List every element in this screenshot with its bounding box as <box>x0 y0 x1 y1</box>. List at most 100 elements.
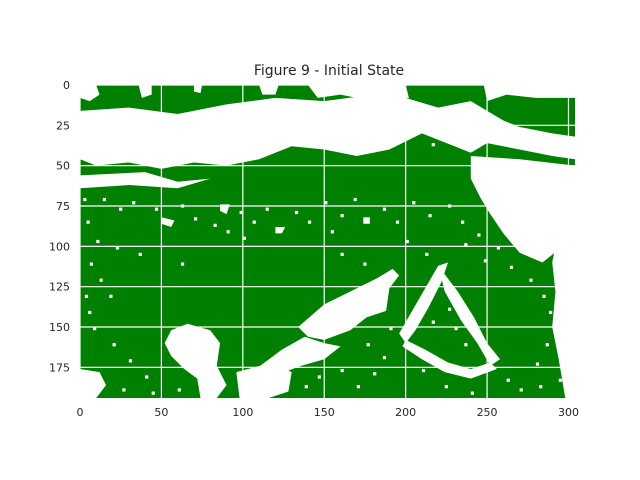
empty-cell-33 <box>154 207 159 211</box>
empty-cell-97 <box>138 252 142 256</box>
empty-cell-21 <box>431 143 435 147</box>
empty-cell-40 <box>307 220 312 224</box>
empty-cell-84 <box>539 385 543 389</box>
x-tick-label: 250 <box>477 406 498 419</box>
empty-cell-86 <box>213 223 217 227</box>
empty-cell-46 <box>412 201 416 205</box>
empty-cell-15 <box>334 133 338 137</box>
empty-region-diagonal-feature-lower <box>255 336 341 376</box>
empty-cell-78 <box>447 307 452 311</box>
empty-cell-13 <box>301 133 305 137</box>
y-tick-label: 50 <box>56 160 70 173</box>
empty-cell-90 <box>405 239 409 244</box>
empty-cell-44 <box>382 207 387 211</box>
empty-cell-53 <box>529 278 533 282</box>
empty-cell-72 <box>382 356 387 360</box>
y-tick-label: 100 <box>49 240 70 253</box>
empty-region-mid-speck-4 <box>275 226 286 234</box>
empty-cell-95 <box>363 262 367 266</box>
empty-cell-6 <box>187 149 191 153</box>
empty-cell-10 <box>249 139 253 144</box>
empty-region-mid-left-speck-2 <box>220 204 230 215</box>
empty-cell-92 <box>464 243 468 247</box>
grid-lines <box>80 85 575 398</box>
empty-cell-39 <box>294 210 299 215</box>
empty-cell-67 <box>304 385 308 389</box>
x-tick-label: 150 <box>314 406 335 419</box>
empty-cell-24 <box>477 133 481 137</box>
empty-region-top-white-band <box>80 94 575 169</box>
empty-cell-73 <box>366 343 370 347</box>
empty-cell-76 <box>464 343 468 347</box>
empty-cell-2 <box>123 149 128 153</box>
empty-cell-14 <box>311 120 315 124</box>
y-tick-label: 0 <box>63 79 70 92</box>
y-axis-ticks: 0 25 50 75 100 125 150 175 <box>49 79 70 374</box>
empty-cell-79 <box>421 368 426 373</box>
empty-cell-52 <box>509 265 514 269</box>
empty-cell-89 <box>330 230 334 234</box>
empty-cell-28 <box>542 143 546 147</box>
empty-cell-30 <box>102 197 106 202</box>
empty-cell-59 <box>109 294 113 298</box>
empty-region-right-slope-white <box>470 155 575 263</box>
empty-cell-88 <box>242 236 247 240</box>
empty-cell-1 <box>115 143 120 147</box>
empty-cell-60 <box>93 327 97 331</box>
empty-cell-43 <box>353 197 357 202</box>
empty-cell-58 <box>99 278 103 282</box>
empty-cell-74 <box>389 327 393 331</box>
empty-region-triangle-feature-base <box>402 339 497 379</box>
empty-cell-100 <box>86 220 90 224</box>
empty-cell-68 <box>317 375 321 379</box>
empty-cell-47 <box>428 214 432 218</box>
empty-cell-45 <box>395 220 400 224</box>
empty-region-mid-speck-3 <box>363 217 370 224</box>
empty-cell-91 <box>425 252 429 256</box>
empty-cell-99 <box>96 239 100 244</box>
empty-region-right-edge-white <box>552 243 575 398</box>
y-tick-label: 125 <box>49 281 70 294</box>
empty-region-top-gap-3 <box>259 85 279 95</box>
empty-cell-75 <box>454 327 458 331</box>
empty-cell-11 <box>262 130 266 134</box>
empty-cell-69 <box>340 368 344 373</box>
empty-cell-23 <box>457 120 461 124</box>
empty-cell-41 <box>324 201 328 205</box>
empty-region-mid-left-speck-1 <box>161 217 175 227</box>
x-tick-label: 300 <box>558 406 579 419</box>
empty-cell-87 <box>226 230 230 234</box>
y-tick-label: 25 <box>56 119 70 132</box>
y-tick-label: 175 <box>49 361 70 374</box>
empty-region-left-band-white <box>80 172 211 189</box>
y-tick-label: 75 <box>56 200 70 213</box>
empty-cell-64 <box>151 391 155 395</box>
empty-cell-36 <box>239 210 243 215</box>
empty-region-lower-left-blob <box>164 323 227 398</box>
empty-cell-103 <box>84 294 89 298</box>
empty-region-top-center-white <box>307 85 409 102</box>
empty-cell-42 <box>340 214 344 218</box>
empty-cell-49 <box>461 220 465 224</box>
empty-cell-55 <box>548 310 553 315</box>
empty-cell-85 <box>558 378 562 382</box>
x-tick-label: 0 <box>77 406 84 419</box>
empty-cell-25 <box>500 133 504 137</box>
empty-cell-101 <box>83 197 87 202</box>
x-axis-ticks: 0 50 100 150 200 250 300 <box>77 406 579 419</box>
empty-cell-18 <box>382 120 387 124</box>
empty-region-upper-left-white <box>80 85 100 102</box>
empty-cell-37 <box>252 220 256 224</box>
empty-cell-71 <box>373 372 377 376</box>
empty-cell-63 <box>145 375 149 379</box>
empty-cell-104 <box>88 310 92 315</box>
empty-region-top-right-white <box>483 85 575 102</box>
empty-region-triangle-feature-right-arm <box>438 265 501 366</box>
empty-region-top-gap-1 <box>138 85 152 98</box>
empty-cell-77 <box>431 320 435 324</box>
empty-cell-26 <box>513 139 517 144</box>
empty-cell-81 <box>470 391 474 395</box>
empty-cell-7 <box>207 133 211 137</box>
empty-cell-27 <box>529 133 533 137</box>
